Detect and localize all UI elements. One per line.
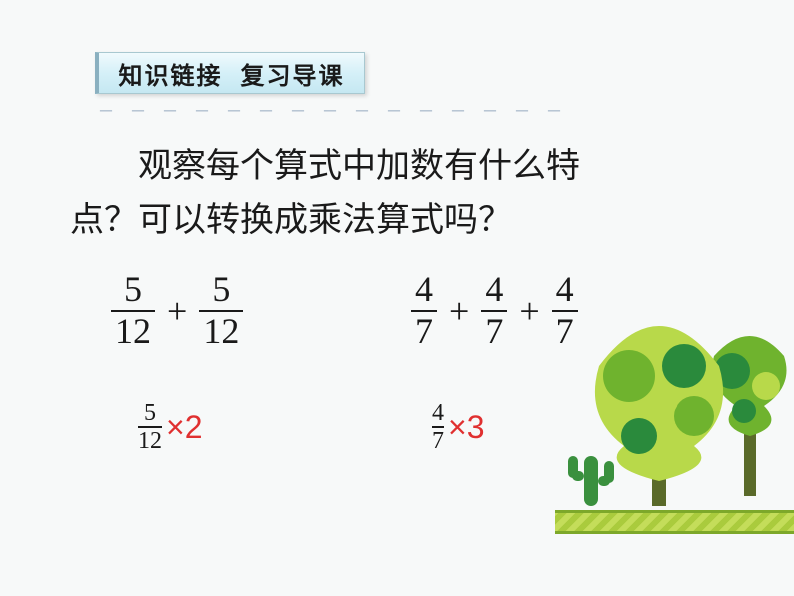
question-line1: 观察每个算式中加数有什么特 (70, 140, 750, 194)
expression-1: 5 12 + 5 12 (105, 270, 249, 351)
plus-sign: + (519, 290, 539, 332)
fraction-4-7-b: 4 7 (481, 270, 507, 351)
trees-illustration (544, 296, 794, 536)
answer-2-mult: ×3 (448, 409, 484, 446)
header-text: 知识链接复习导课 (119, 56, 345, 91)
plus-sign: + (167, 290, 187, 332)
header-part1: 知识链接 (119, 64, 223, 90)
answer-2: 4 7 ×3 (432, 400, 484, 455)
answer-1-mult: ×2 (166, 409, 202, 446)
fraction-5-12-a: 5 12 (111, 270, 155, 351)
question-line2: 点？可以转换成乘法算式吗？ (70, 202, 512, 239)
answer-2-fraction: 4 7 (432, 400, 444, 455)
header-box: 知识链接复习导课 (95, 52, 365, 94)
plus-sign: + (449, 290, 469, 332)
question-text: 观察每个算式中加数有什么特 点？可以转换成乘法算式吗？ (70, 140, 750, 249)
fraction-5-12-b: 5 12 (199, 270, 243, 351)
fraction-4-7-a: 4 7 (411, 270, 437, 351)
answer-1-fraction: 5 12 (138, 400, 162, 455)
dashed-underline: — — — — — — — — — — — — — — — (100, 100, 564, 123)
answer-1: 5 12 ×2 (138, 400, 202, 455)
header-part2: 复习导课 (241, 64, 345, 90)
